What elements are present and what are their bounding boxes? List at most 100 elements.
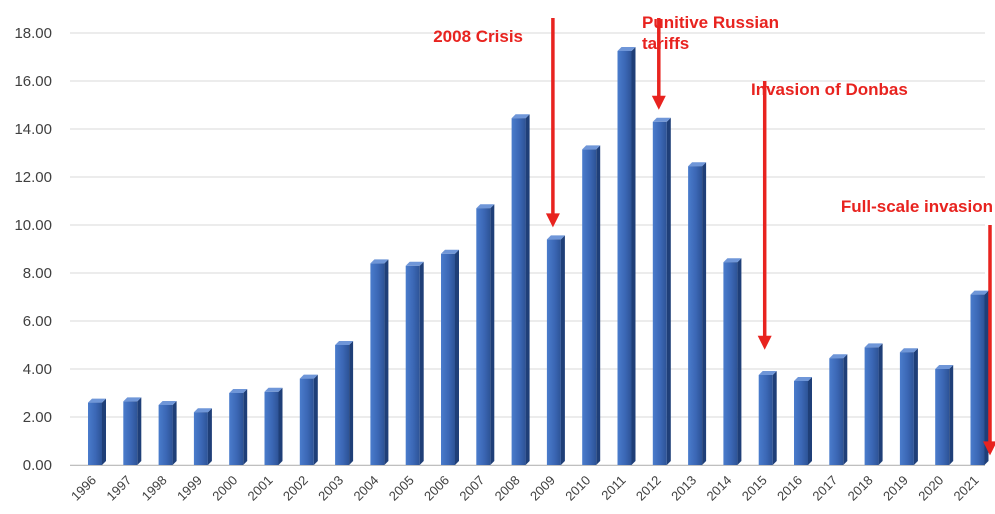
x-tick-label: 2012 bbox=[633, 473, 664, 504]
bar-side bbox=[702, 162, 707, 465]
x-tick-label: 2010 bbox=[562, 473, 593, 504]
bar-top bbox=[794, 377, 812, 381]
bar-1996 bbox=[88, 398, 106, 465]
x-tick-label: 2014 bbox=[703, 473, 734, 504]
bar-top bbox=[899, 348, 918, 353]
x-tick-label: 2018 bbox=[845, 473, 876, 504]
bar-top bbox=[511, 114, 530, 119]
annotations: 2008 Crisis Punitive Russian tariffs Invasi… bbox=[433, 13, 995, 456]
bar-front bbox=[511, 118, 526, 465]
bar-side bbox=[455, 249, 459, 465]
bar-1999 bbox=[193, 408, 212, 465]
bar-2016 bbox=[794, 377, 812, 465]
bar-front bbox=[970, 294, 985, 465]
bar-front bbox=[652, 121, 667, 466]
bar-top bbox=[935, 365, 954, 369]
x-tick-label: 2006 bbox=[421, 473, 452, 504]
bar-2019 bbox=[899, 348, 918, 465]
x-tick-label: 2015 bbox=[739, 473, 770, 504]
annotation-label: Full-scale invasion bbox=[841, 197, 993, 216]
bar-2006 bbox=[441, 249, 459, 465]
y-tick-label: 16.00 bbox=[14, 73, 52, 90]
bar-side bbox=[490, 204, 495, 465]
bar-2001 bbox=[264, 387, 283, 465]
bar-side bbox=[419, 261, 424, 465]
bar-front bbox=[758, 375, 773, 465]
bar-2012 bbox=[652, 117, 671, 466]
x-tick-label: 2011 bbox=[598, 473, 628, 503]
bar-front bbox=[935, 369, 950, 465]
annotation-label: Invasion of Donbas bbox=[751, 80, 908, 99]
bar-front bbox=[864, 347, 879, 465]
bar-top bbox=[229, 389, 248, 393]
bar-side bbox=[596, 145, 601, 465]
x-tick-label: 2004 bbox=[350, 473, 381, 504]
y-axis: 0.00 2.00 4.00 6.00 8.00 10.00 12.00 14.00 16.00… bbox=[14, 25, 52, 474]
bar-top bbox=[476, 204, 495, 209]
bar-top bbox=[335, 341, 354, 345]
bar-1997 bbox=[123, 397, 142, 465]
bar-top bbox=[299, 374, 318, 379]
bar-side bbox=[243, 389, 248, 465]
bar-2003 bbox=[335, 341, 354, 465]
bar-top bbox=[758, 371, 777, 375]
x-tick-label: 2020 bbox=[915, 473, 946, 504]
bar-2017 bbox=[829, 354, 848, 465]
bar-front bbox=[335, 345, 350, 465]
y-tick-label: 18.00 bbox=[14, 25, 52, 42]
bar-side bbox=[949, 365, 954, 465]
bar-2015 bbox=[758, 371, 777, 465]
bar-front bbox=[88, 402, 102, 465]
bar-side bbox=[102, 398, 106, 465]
x-tick-label: 2003 bbox=[315, 473, 346, 504]
bar-front bbox=[193, 412, 208, 465]
bar-top bbox=[582, 145, 601, 150]
bar-top bbox=[158, 401, 177, 405]
bar-front bbox=[158, 405, 173, 465]
x-tick-label: 2021 bbox=[951, 473, 982, 504]
annotation-label: 2008 Crisis bbox=[433, 27, 523, 46]
bar-2020 bbox=[935, 365, 954, 465]
y-tick-label: 8.00 bbox=[23, 265, 52, 282]
bar-top bbox=[864, 343, 883, 348]
x-tick-label: 2005 bbox=[386, 473, 417, 504]
annotation: Punitive Russian tariffs bbox=[642, 13, 779, 110]
bar-2009 bbox=[546, 235, 565, 465]
x-tick-label: 2013 bbox=[668, 473, 699, 504]
bar-front bbox=[405, 265, 420, 465]
bar-front bbox=[264, 391, 279, 465]
bar-2004 bbox=[370, 259, 389, 465]
bar-2005 bbox=[405, 261, 424, 465]
x-tick-label: 2019 bbox=[880, 473, 911, 504]
x-tick-label: 2001 bbox=[245, 473, 276, 504]
bar-1998 bbox=[158, 401, 177, 465]
bar-top bbox=[370, 259, 389, 264]
bar-side bbox=[525, 114, 530, 465]
bar-front bbox=[370, 263, 385, 465]
bar-side bbox=[843, 354, 848, 465]
x-tick-label: 1996 bbox=[68, 473, 99, 504]
annotation-label: Punitive Russian bbox=[642, 13, 779, 32]
bar-front bbox=[476, 208, 491, 465]
bar-front bbox=[794, 381, 808, 465]
bar-top bbox=[829, 354, 848, 359]
x-tick-label: 2009 bbox=[527, 473, 558, 504]
bar-top bbox=[441, 249, 459, 254]
bar-side bbox=[666, 117, 671, 466]
y-tick-label: 12.00 bbox=[14, 169, 52, 186]
annotation-arrow-head bbox=[545, 213, 560, 228]
bar-side bbox=[808, 377, 812, 465]
bar-top bbox=[723, 258, 742, 263]
bar-2011 bbox=[617, 47, 636, 465]
bar-2007 bbox=[476, 204, 495, 465]
bar-front bbox=[546, 239, 561, 465]
y-tick-label: 6.00 bbox=[23, 313, 52, 330]
bar-side bbox=[631, 47, 636, 465]
bar-top bbox=[264, 387, 283, 392]
x-tick-label: 2017 bbox=[809, 473, 840, 504]
y-tick-label: 14.00 bbox=[14, 121, 52, 138]
y-tick-label: 10.00 bbox=[14, 217, 52, 234]
y-tick-label: 2.00 bbox=[23, 409, 52, 426]
bar-side bbox=[313, 374, 318, 465]
